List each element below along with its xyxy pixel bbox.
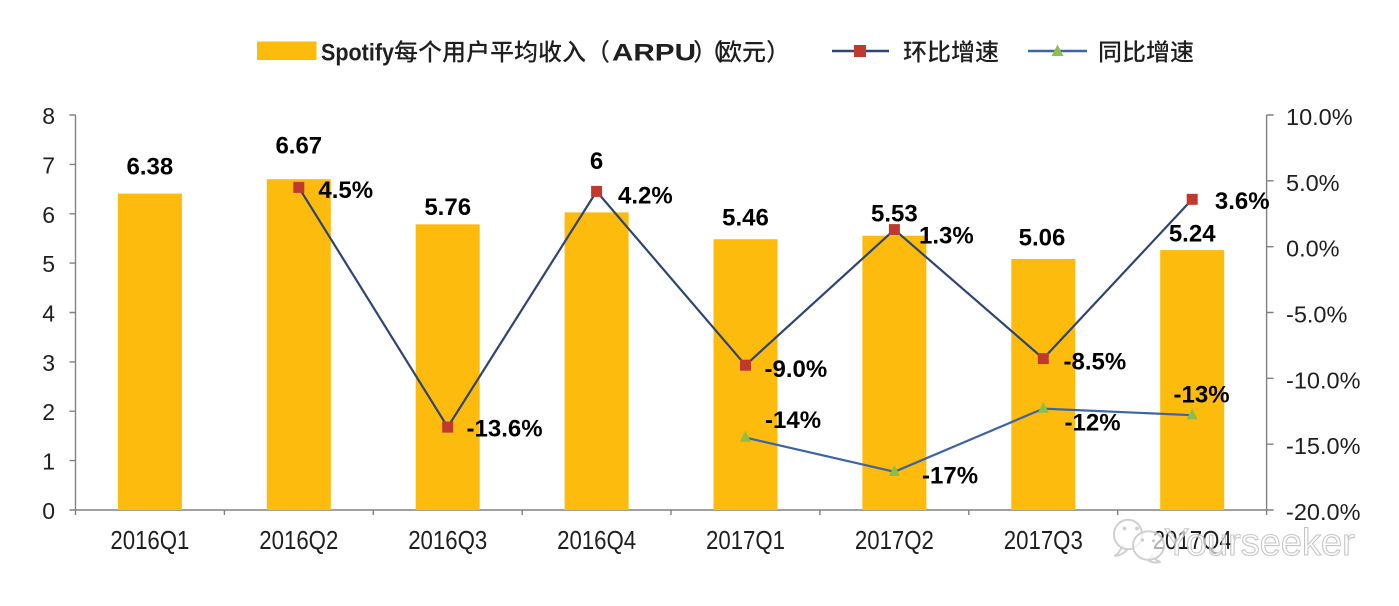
svg-text:6.38: 6.38	[127, 154, 174, 181]
svg-text:7: 7	[42, 152, 55, 178]
svg-text:4.5%: 4.5%	[318, 177, 373, 204]
svg-text:2: 2	[42, 399, 55, 425]
svg-text:2016Q4: 2016Q4	[557, 525, 636, 555]
svg-text:ARPU: ARPU	[612, 40, 696, 67]
svg-text:5.76: 5.76	[424, 194, 471, 221]
svg-text:-15.0%: -15.0%	[1286, 433, 1361, 459]
svg-text:2017Q1: 2017Q1	[706, 525, 785, 555]
svg-text:-17%: -17%	[922, 463, 978, 490]
svg-text:0: 0	[42, 498, 55, 524]
svg-text:-20.0%: -20.0%	[1286, 499, 1361, 525]
svg-text:5: 5	[42, 251, 55, 277]
svg-text:6.67: 6.67	[275, 133, 322, 160]
svg-text:5.24: 5.24	[1169, 220, 1216, 247]
svg-text:4: 4	[42, 301, 55, 327]
svg-text:4.2%: 4.2%	[618, 182, 673, 209]
svg-text:6: 6	[590, 148, 603, 175]
svg-text:-14%: -14%	[765, 407, 821, 434]
svg-text:-9.0%: -9.0%	[765, 356, 828, 383]
svg-text:1.3%: 1.3%	[919, 223, 974, 250]
svg-text:3: 3	[42, 350, 55, 376]
svg-text:2017Q2: 2017Q2	[855, 525, 934, 555]
svg-text:0.0%: 0.0%	[1286, 236, 1340, 262]
svg-text:-13.6%: -13.6%	[467, 416, 543, 443]
svg-text:2017Q3: 2017Q3	[1004, 525, 1083, 555]
svg-text:-12%: -12%	[1065, 409, 1121, 436]
svg-text:8: 8	[42, 103, 55, 129]
svg-text:2016Q2: 2016Q2	[259, 525, 338, 555]
svg-text:1: 1	[42, 449, 55, 475]
svg-text:5.0%: 5.0%	[1286, 170, 1340, 196]
svg-text:5.06: 5.06	[1019, 224, 1066, 251]
svg-text:-5.0%: -5.0%	[1286, 302, 1347, 328]
svg-text:-13%: -13%	[1174, 382, 1230, 409]
svg-text:2017Q4: 2017Q4	[1153, 525, 1232, 555]
svg-text:2016Q1: 2016Q1	[110, 525, 189, 555]
svg-text:-8.5%: -8.5%	[1064, 349, 1127, 376]
svg-text:5.46: 5.46	[722, 205, 769, 232]
svg-text:-10.0%: -10.0%	[1286, 367, 1361, 393]
svg-text:Spotify: Spotify	[321, 40, 395, 67]
svg-text:6: 6	[42, 202, 55, 228]
svg-text:2016Q3: 2016Q3	[408, 525, 487, 555]
svg-text:3.6%: 3.6%	[1215, 188, 1270, 215]
svg-text:Yourseeker: Yourseeker	[1164, 522, 1355, 564]
svg-text:10.0%: 10.0%	[1286, 104, 1353, 130]
svg-text:5.53: 5.53	[871, 201, 918, 228]
